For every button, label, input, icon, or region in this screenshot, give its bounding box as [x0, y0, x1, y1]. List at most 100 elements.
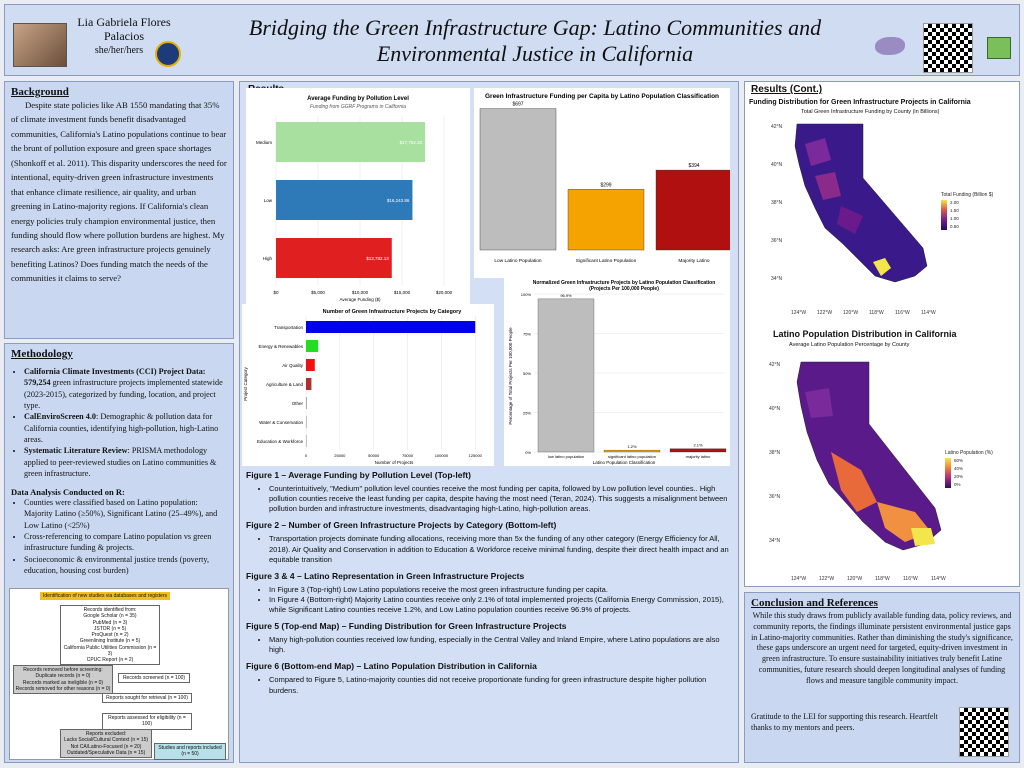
author-name: Lia Gabriela Flores Palacios — [77, 15, 171, 44]
category-label: Education & Workforce — [257, 439, 303, 444]
lon-label: 120°W — [843, 310, 858, 316]
qr-code — [923, 23, 973, 73]
chart-subtitle: (Projects Per 100,000 People) — [589, 286, 659, 292]
data-label: 2.1% — [693, 443, 703, 448]
prisma-assessed: Reports assessed for eligibility (n = 10… — [102, 713, 192, 730]
legend-label: 2.00 — [950, 200, 959, 205]
prisma-diagram: Identification of new studies via databa… — [9, 588, 229, 760]
map2-legend-title: Latino Population (%) — [945, 450, 993, 456]
category-label: Majority Latino — [678, 258, 710, 264]
data-label: 96.9% — [560, 293, 572, 298]
method-item: CalEnviroScreen 4.0: Demographic & pollu… — [24, 411, 227, 445]
category-label: low latino population — [548, 454, 584, 459]
map1-legend-title: Total Funding (Billion $) — [941, 192, 994, 198]
bar — [603, 449, 661, 453]
tick-label: 75000 — [402, 453, 414, 458]
methodology-heading: Methodology — [11, 348, 73, 360]
figure-bullet: Transportation projects dominate funding… — [269, 534, 734, 564]
lon-label: 116°W — [895, 310, 910, 316]
lon-label: 114°W — [931, 576, 946, 582]
tick-label: $15,000 — [394, 290, 411, 295]
tick-label: 100000 — [435, 453, 449, 458]
data-label: $697 — [512, 102, 523, 108]
category-label: Energy & Renewables — [258, 344, 303, 349]
prisma-sought: Reports sought for retrieval (n = 100) — [102, 693, 192, 704]
category-label: Low — [264, 198, 273, 203]
analysis-heading: Data Analysis Conducted on R: — [11, 487, 125, 498]
qr-code — [959, 707, 1009, 757]
lat-label: 36°N — [771, 238, 783, 244]
category-label: Agriculture & Land — [266, 382, 304, 387]
tick-label: 50% — [523, 371, 531, 376]
category-label: Other — [292, 401, 304, 406]
category-label: Medium — [256, 140, 272, 145]
results-cont-heading: Results (Cont.) — [751, 84, 823, 95]
lon-label: 114°W — [921, 310, 936, 316]
lat-label: 38°N — [769, 450, 781, 456]
poster-title: Bridging the Green Infrastructure Gap: L… — [248, 15, 822, 66]
category-label: Significant Latino Population — [576, 258, 637, 264]
bar — [276, 122, 426, 162]
figure-title: Figure 5 (Top-end Map) – Funding Distrib… — [246, 621, 567, 632]
chart-projects-by-category: Number of Green Infrastructure Projects … — [242, 304, 494, 466]
figure-title: Figure 1 – Average Funding by Pollution … — [246, 470, 471, 480]
map-latino-distribution: 42°N 40°N 38°N 36°N 34°N 124°W 122°W 120… — [769, 361, 993, 582]
results-cont-section: Results (Cont.) Funding Distribution for… — [744, 81, 1020, 587]
lon-label: 118°W — [875, 576, 890, 582]
county-highlight — [831, 452, 877, 512]
bar — [669, 448, 727, 453]
chart-normalized-projects: Normalized Green Infrastructure Projects… — [504, 276, 730, 466]
conclusion-body: While this study draws from publicly ava… — [751, 611, 1013, 685]
california-outline — [796, 361, 942, 551]
axis-label: Latino Population Classification — [593, 460, 656, 465]
county-highlight — [815, 172, 841, 200]
analysis-item: Socioeconomic & environmental justice tr… — [24, 554, 227, 577]
map2-legend-bar — [945, 458, 951, 488]
tick-label: $10,000 — [352, 290, 369, 295]
bar — [306, 340, 319, 352]
bar — [306, 435, 307, 447]
data-label: $17,752.32 — [400, 140, 423, 145]
lon-label: 122°W — [817, 310, 832, 316]
bar — [276, 238, 392, 278]
bar — [567, 189, 645, 251]
legend-label: 1.50 — [950, 208, 959, 213]
bar — [306, 378, 312, 390]
chart-title: Average Funding by Pollution Level — [307, 96, 409, 102]
chart-title: Normalized Green Infrastructure Projects… — [533, 280, 716, 286]
figure-title: Figure 3 & 4 – Latino Representation in … — [246, 570, 525, 581]
author-pronouns: she/her/hers — [94, 45, 144, 56]
analysis-item: Cross-referencing to compare Latino popu… — [24, 531, 227, 554]
figure-bullet: Many high-pollution counties received lo… — [269, 635, 734, 655]
tick-label: 25% — [523, 411, 531, 416]
chart-funding-per-capita: Green Infrastructure Funding per Capita … — [474, 88, 730, 278]
lon-label: 116°W — [903, 576, 918, 582]
bar — [306, 416, 307, 428]
figure-bullet: In Figure 3 (Top-right) Low Latino popul… — [269, 585, 734, 595]
map1-legend-bar — [941, 200, 947, 230]
legend-label: 60% — [954, 458, 963, 463]
chart-title: Number of Green Infrastructure Projects … — [323, 309, 463, 315]
results-section: Results Average Funding by Pollution Lev… — [239, 81, 739, 763]
prisma-identification: Identification of new studies via databa… — [40, 592, 170, 601]
california-outline — [794, 123, 928, 283]
tick-label: 100% — [521, 292, 532, 297]
method-item: Systematic Literature Review: PRISMA met… — [24, 445, 227, 479]
prisma-included: Studies and reports included (n = 50) — [154, 743, 226, 760]
methodology-section: Methodology California Climate Investmen… — [4, 343, 234, 763]
axis-label: Percentage of Total Projects Per 100,000… — [508, 327, 513, 425]
background-heading: Background — [11, 86, 69, 98]
author-photo — [13, 23, 67, 67]
conclusion-thanks: Gratitude to the LEI for supporting this… — [751, 712, 938, 733]
method-item: California Climate Investments (CCI) Pro… — [24, 366, 227, 411]
figure-bullet: Compared to Figure 5, Latino-majority co… — [269, 675, 734, 695]
lon-label: 118°W — [869, 310, 884, 316]
map2-title: Latino Population Distribution in Califo… — [773, 329, 957, 339]
axis-label: Average Funding ($) — [340, 297, 381, 302]
county-highlight — [873, 258, 891, 276]
county-highlight — [911, 528, 935, 546]
data-label: $16,243.86 — [387, 198, 410, 203]
tick-label: $5,000 — [311, 290, 325, 295]
latino-logo — [987, 37, 1011, 59]
bar — [655, 169, 730, 251]
